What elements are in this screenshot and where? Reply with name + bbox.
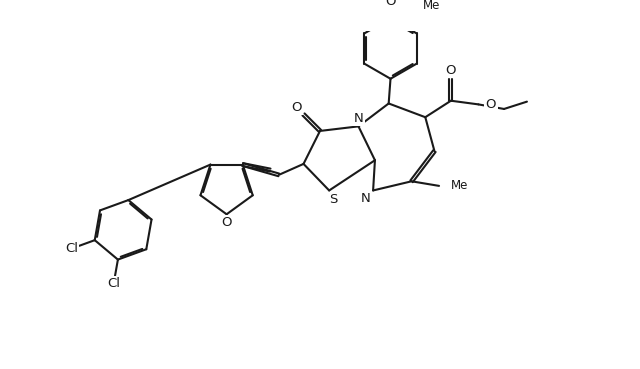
Text: S: S xyxy=(330,193,338,206)
Text: O: O xyxy=(445,64,456,77)
Text: Cl: Cl xyxy=(65,242,78,255)
Text: N: N xyxy=(353,112,364,125)
Text: Me: Me xyxy=(422,0,440,12)
Text: Me: Me xyxy=(451,179,468,192)
Text: O: O xyxy=(385,0,396,8)
Text: O: O xyxy=(486,98,496,111)
Text: Cl: Cl xyxy=(107,277,120,290)
Text: O: O xyxy=(291,101,301,114)
Text: O: O xyxy=(221,216,232,229)
Text: N: N xyxy=(361,192,371,205)
